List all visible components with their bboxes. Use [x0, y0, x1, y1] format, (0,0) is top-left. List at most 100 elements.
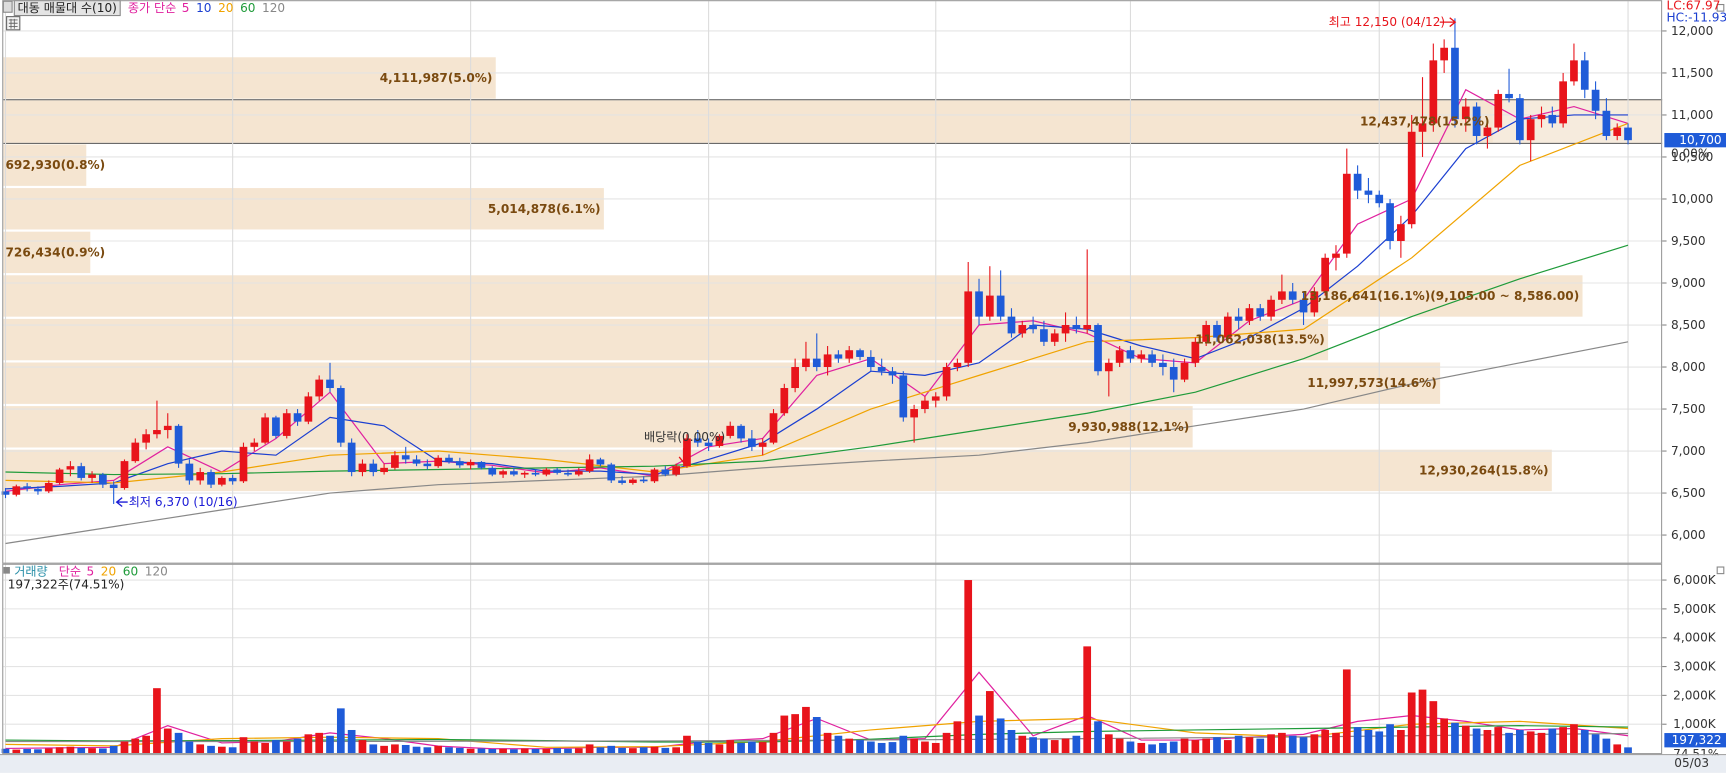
volume-bar — [1375, 731, 1384, 754]
volume-bar — [1018, 735, 1027, 754]
volume-bar — [174, 732, 183, 754]
candle-body — [1526, 119, 1535, 141]
volume-bar — [272, 740, 280, 754]
y-tick-label: 7,500 — [1671, 402, 1706, 416]
candle-body — [791, 367, 799, 389]
volume-bar — [293, 738, 302, 754]
candle-body — [737, 425, 745, 439]
volume-bar — [239, 737, 248, 754]
volume-profile-bar — [3, 406, 1193, 448]
volume-profile-bar — [3, 57, 496, 99]
low-arrow — [115, 497, 128, 507]
volume-bar — [899, 735, 908, 754]
candle-body — [1580, 60, 1589, 90]
candle-body — [1061, 325, 1070, 334]
volume-bar — [434, 745, 443, 754]
volume-bar — [1050, 740, 1059, 754]
legend-entry: 10 — [196, 1, 211, 15]
candle-body — [369, 463, 378, 473]
volume-bar — [1180, 738, 1189, 754]
candle-body — [1223, 316, 1232, 338]
volume-bar — [1613, 744, 1622, 754]
volume-bar — [196, 744, 205, 754]
volume-bar — [1494, 727, 1503, 754]
volume-bar — [639, 747, 648, 754]
candle-body — [1104, 362, 1113, 372]
candle-body — [423, 463, 432, 467]
volume-profile-label: 692,930(0.8%) — [6, 158, 106, 172]
volume-bar — [1256, 738, 1265, 754]
panel-button[interactable] — [1716, 566, 1725, 575]
candle-body — [1180, 362, 1189, 380]
volume-bar — [888, 742, 897, 754]
volume-bar — [921, 741, 929, 754]
candle-body — [88, 474, 96, 478]
candle-body — [455, 461, 464, 466]
candle-body — [466, 461, 475, 466]
candle-body — [629, 479, 637, 483]
volume-profile-bar — [3, 318, 1329, 361]
volume-bar — [77, 747, 86, 754]
volume-bar — [1310, 734, 1319, 754]
candle-body — [1029, 325, 1037, 330]
volume-bar — [769, 732, 778, 754]
volume-bar — [910, 738, 918, 754]
candle-body — [207, 472, 215, 485]
volume-bar — [466, 748, 475, 754]
volume-bar — [1624, 747, 1632, 754]
legend-entry: 60 — [123, 564, 138, 578]
hc-label: HC:-11.93 — [1667, 11, 1726, 25]
volume-bar — [834, 735, 843, 754]
candle-body — [34, 488, 42, 492]
volume-profile-bar — [3, 362, 1441, 404]
legend-title: 거래량 — [14, 564, 47, 578]
y-tick-label: 8,500 — [1671, 318, 1706, 332]
candle-body — [1234, 316, 1243, 321]
candle-body — [282, 413, 291, 436]
volume-profile-label: 726,434(0.9%) — [6, 245, 106, 259]
volume-bar — [12, 749, 21, 754]
volume-bar — [996, 718, 1005, 754]
ex-dividend-annotation: 배당락(0.00%) — [644, 430, 725, 444]
panel-button[interactable] — [1716, 3, 1725, 12]
candle-body — [1094, 325, 1102, 372]
volume-bar — [1516, 729, 1524, 754]
y-tick-label: 8,000 — [1671, 360, 1706, 374]
volume-bar — [304, 734, 313, 754]
volume-bar — [596, 747, 605, 754]
volume-bar — [347, 729, 356, 754]
candle-body — [921, 400, 929, 410]
y-tick-label: 11,000 — [1671, 108, 1713, 122]
volume-bar — [326, 735, 334, 754]
candle-body — [391, 455, 399, 468]
candle-body — [1278, 291, 1286, 300]
volume-bar — [531, 749, 540, 754]
volume-bar — [726, 740, 735, 754]
volume-bar — [455, 747, 464, 754]
candle-body — [217, 477, 226, 485]
volume-bar — [423, 747, 432, 754]
volume-bar — [1602, 738, 1611, 754]
candle-body — [336, 388, 345, 443]
candle-body — [1397, 224, 1405, 241]
volume-bar — [650, 746, 659, 754]
candle-body — [1386, 203, 1394, 241]
volume-bar — [488, 749, 497, 754]
price-tag-label: 10,700 — [1679, 133, 1721, 147]
volume-bar — [1159, 742, 1167, 754]
volume-bar — [1, 748, 10, 754]
candle-body — [650, 469, 659, 482]
volume-bar — [1591, 734, 1600, 754]
volume-bar — [1267, 734, 1275, 754]
candle-body — [1299, 299, 1308, 313]
candle-body — [1083, 325, 1092, 330]
volume-bar — [1299, 737, 1308, 754]
volume-bar — [1202, 738, 1211, 754]
candle-body — [985, 295, 994, 317]
candle-body — [1516, 98, 1524, 141]
ma-line — [5, 88, 1629, 493]
volume-bar — [1072, 735, 1081, 754]
volume-bar — [391, 744, 399, 754]
candle-body — [380, 467, 388, 473]
candle-body — [142, 434, 150, 443]
